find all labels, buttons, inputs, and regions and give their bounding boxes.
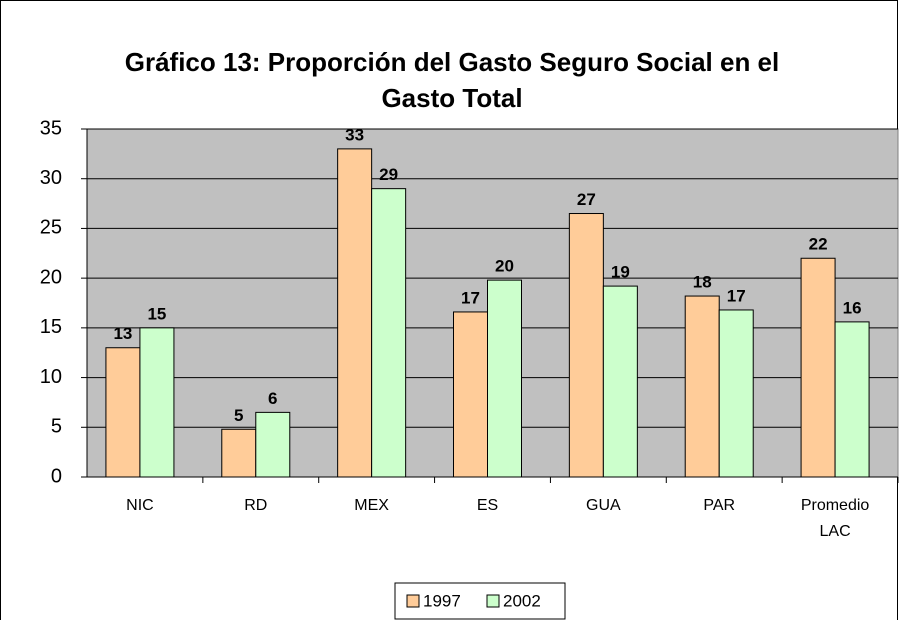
x-tick-label: ES [476,497,499,514]
y-tick-label: 10 [40,366,62,388]
data-label: 22 [809,235,828,254]
bar [453,311,488,478]
x-tick-label: Promedio LAC [800,497,870,540]
bar [139,327,175,478]
bar [105,347,141,478]
data-label: 27 [577,190,596,209]
bar [255,411,291,478]
y-tick-label: 35 [40,117,62,139]
data-label: 17 [461,288,480,307]
x-tick-label: GUA [586,497,621,514]
chart-title: Gráfico 13: Proporción del Gasto Seguro … [124,47,780,113]
data-label: 19 [611,263,630,282]
y-tick-label: 25 [40,217,62,239]
bar [371,188,407,478]
y-tick-label: 0 [51,465,62,487]
bar [718,309,754,478]
x-tick-label: PAR [703,497,736,514]
data-label: 5 [234,406,243,425]
legend-label: 1997 [423,591,461,610]
bar [337,148,373,478]
y-tick-label: 5 [51,416,62,438]
data-label: 16 [843,298,862,317]
y-tick-label: 30 [40,167,62,189]
data-label: 33 [345,125,364,144]
bar [487,279,522,478]
data-label: 6 [268,389,277,408]
x-tick-label: NIC [126,497,154,514]
x-tick-label: RD [244,497,268,514]
legend-swatch [486,594,500,608]
legend-box [394,582,566,620]
data-label: 29 [379,165,398,184]
data-label: 17 [727,286,746,305]
bar [684,295,720,478]
legend-swatch [406,594,420,608]
legend-label: 2002 [503,591,541,610]
data-label: 20 [495,257,514,276]
data-label: 13 [113,324,132,343]
data-label: 15 [147,304,166,323]
y-tick-label: 15 [40,316,62,338]
bar [602,285,638,478]
bar [834,321,870,478]
y-tick-label: 20 [40,266,62,288]
bar [800,257,836,478]
data-label: 18 [693,273,712,292]
x-tick-label: MEX [354,497,389,514]
bar [568,213,604,478]
bar [221,428,257,478]
